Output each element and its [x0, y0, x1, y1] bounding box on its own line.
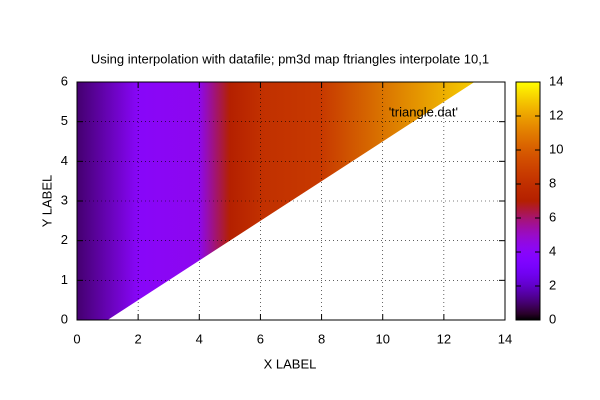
x-tick-label: 10 [375, 331, 389, 346]
x-tick-label: 4 [196, 331, 203, 346]
y-tick-label: 5 [61, 113, 68, 128]
x-tick-label: 12 [437, 331, 451, 346]
y-tick-label: 0 [61, 311, 68, 326]
y-tick-label: 4 [61, 153, 68, 168]
y-axis-label: Y LABEL [39, 175, 54, 228]
x-tick-label: 0 [73, 331, 80, 346]
colorbar-tick-label: 8 [549, 175, 556, 190]
colorbar-tick-label: 4 [549, 243, 556, 258]
colorbar-tick-label: 12 [549, 107, 563, 122]
colorbar-tick-label: 10 [549, 141, 563, 156]
x-axis-label: X LABEL [264, 356, 317, 371]
plot-border [76, 81, 506, 321]
y-tick-label: 1 [61, 272, 68, 287]
surface [77, 82, 475, 320]
x-tick-label: 8 [318, 331, 325, 346]
y-tick-label: 2 [61, 232, 68, 247]
colorbar-tick-label: 6 [549, 209, 556, 224]
x-tick-label: 2 [135, 331, 142, 346]
chart-title: Using interpolation with datafile; pm3d … [91, 51, 489, 66]
x-tick-label: 6 [257, 331, 264, 346]
plot-area [77, 82, 475, 320]
y-tick-label: 6 [61, 73, 68, 88]
colorbar [515, 81, 541, 321]
x-tick-label: 14 [498, 331, 512, 346]
colorbar-tick-label: 0 [549, 311, 556, 326]
y-tick-label: 3 [61, 192, 68, 207]
legend-entry: 'triangle.dat' [389, 104, 458, 119]
colorbar-tick-label: 14 [549, 73, 563, 88]
colorbar-tick-label: 2 [549, 277, 556, 292]
